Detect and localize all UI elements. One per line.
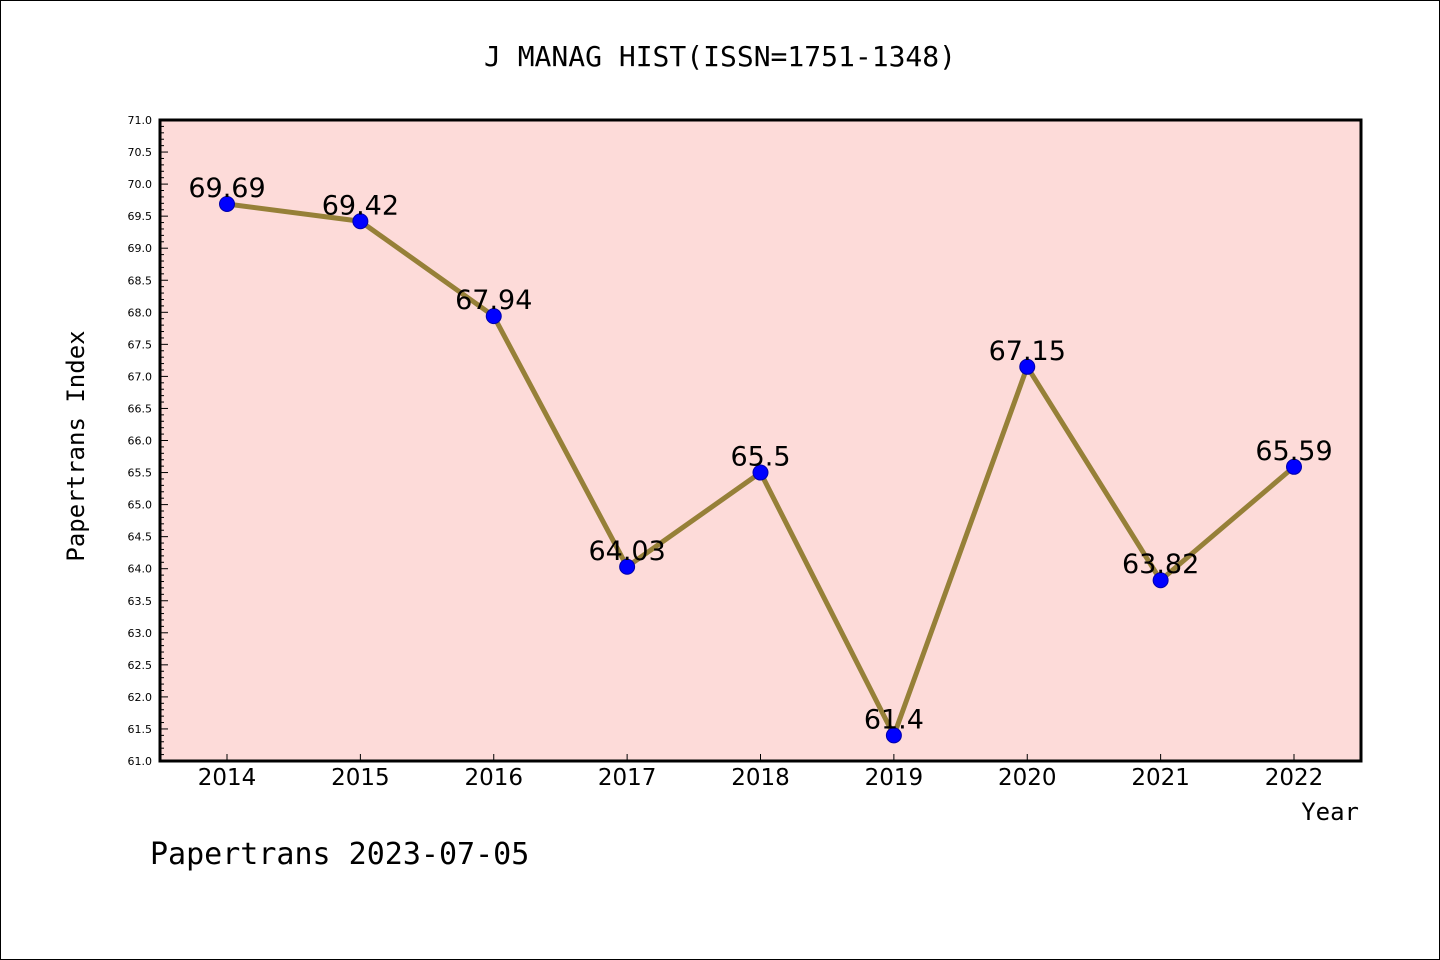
data-label: 63.82 bbox=[1122, 549, 1199, 580]
data-label: 61.4 bbox=[864, 704, 924, 735]
data-labels: 69.69 69.42 67.94 64.03 65.5 61.4 67.15 63.82 65… bbox=[188, 173, 1332, 735]
data-point bbox=[1019, 358, 1036, 375]
y-tick-label: 61.5 bbox=[128, 723, 153, 736]
y-tick-label: 67.5 bbox=[128, 338, 153, 351]
x-axis-label: Year bbox=[1301, 798, 1359, 826]
data-label: 67.94 bbox=[455, 285, 532, 316]
x-axis: 2014 2015 2016 2017 2018 2019 2020 2021 2022 bbox=[198, 754, 1324, 791]
footer-text: Papertrans 2023-07-05 bbox=[150, 837, 529, 872]
data-point bbox=[885, 727, 902, 744]
y-tick-label: 68.5 bbox=[128, 274, 153, 287]
y-tick-label: 63.5 bbox=[128, 595, 153, 608]
x-tick-label: 2014 bbox=[198, 765, 257, 791]
y-tick-label: 62.5 bbox=[128, 659, 153, 672]
y-tick-label: 70.5 bbox=[128, 146, 153, 159]
y-tick-label: 64.5 bbox=[128, 531, 153, 544]
data-point bbox=[219, 195, 235, 212]
x-tick-label: 2015 bbox=[331, 765, 390, 791]
y-axis-label: Papertrans Index bbox=[62, 330, 90, 561]
data-label: 65.59 bbox=[1255, 436, 1332, 467]
data-label: 69.42 bbox=[322, 190, 399, 221]
x-tick-label: 2020 bbox=[998, 765, 1057, 791]
data-point bbox=[1152, 572, 1169, 589]
x-tick-label: 2019 bbox=[865, 765, 924, 791]
y-tick-label: 70.0 bbox=[128, 178, 153, 191]
y-tick-label: 66.0 bbox=[128, 435, 153, 448]
data-point bbox=[619, 558, 636, 575]
x-tick-label: 2021 bbox=[1131, 765, 1190, 791]
y-tick-label: 66.5 bbox=[128, 402, 153, 415]
y-tick-label: 71.0 bbox=[128, 114, 153, 127]
x-tick-label: 2017 bbox=[598, 765, 657, 791]
x-tick-label: 2022 bbox=[1265, 765, 1324, 791]
data-label: 69.69 bbox=[188, 173, 265, 204]
y-tick-label: 64.0 bbox=[128, 563, 153, 576]
y-axis: 61.0 61.5 62.0 62.5 63.0 63.5 64.0 64.5 65.0 65.5… bbox=[128, 114, 168, 768]
data-point bbox=[352, 213, 369, 230]
data-label: 65.5 bbox=[730, 442, 790, 473]
y-tick-label: 63.0 bbox=[128, 627, 153, 640]
y-tick-label: 67.0 bbox=[128, 370, 153, 383]
y-tick-label: 61.0 bbox=[128, 755, 153, 768]
x-tick-label: 2016 bbox=[464, 765, 523, 791]
data-point bbox=[485, 308, 502, 325]
y-tick-label: 65.5 bbox=[128, 467, 153, 480]
chart-title: J MANAG HIST(ISSN=1751-1348) bbox=[484, 40, 956, 73]
data-label: 67.15 bbox=[989, 336, 1066, 367]
y-tick-label: 65.0 bbox=[128, 499, 153, 512]
data-label: 64.03 bbox=[588, 536, 665, 567]
x-tick-label: 2018 bbox=[731, 765, 790, 791]
y-tick-label: 62.0 bbox=[128, 691, 153, 704]
y-tick-label: 69.5 bbox=[128, 210, 153, 223]
data-point bbox=[752, 464, 769, 481]
plot-border bbox=[158, 118, 1363, 763]
data-point bbox=[1286, 458, 1302, 475]
y-tick-label: 69.0 bbox=[128, 242, 153, 255]
y-tick-label: 68.0 bbox=[128, 306, 153, 319]
data-markers bbox=[219, 195, 1302, 744]
